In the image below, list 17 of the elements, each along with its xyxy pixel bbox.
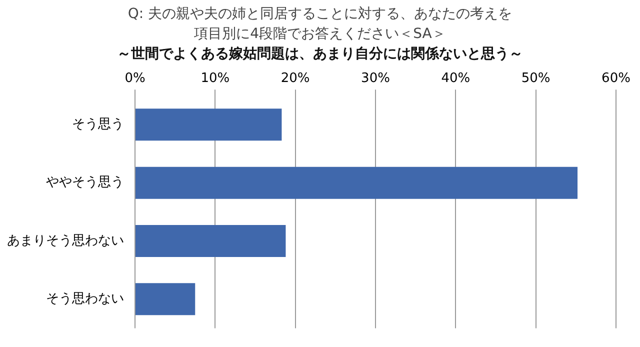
y-tick-label: ややそう思う [46,175,124,190]
x-tick-label: 50% [521,71,550,86]
chart-subtitle: ～世間でよくある嫁姑問題は、あまり自分には関係ないと思う～ [116,45,524,64]
bar [136,283,196,316]
x-tick-label: 40% [441,71,470,86]
y-tick-label: そう思う [72,117,124,132]
x-tick-label: 30% [361,71,390,86]
x-tick-label: 20% [280,71,310,86]
x-tick-label: 0% [124,71,146,86]
bar [136,166,578,199]
y-tick-label: そう思わない [46,292,124,306]
x-tick-label: 10% [200,71,230,86]
bar [136,108,282,141]
chart-title: Q: 夫の親や夫の姉と同居することに対する、あなたの考えを項目別に4段階でお答えください＜SA＞ [126,5,514,44]
x-tick-label: 60% [602,71,630,86]
bar [136,224,286,257]
y-tick-label: あまりそう思わない [7,233,124,248]
